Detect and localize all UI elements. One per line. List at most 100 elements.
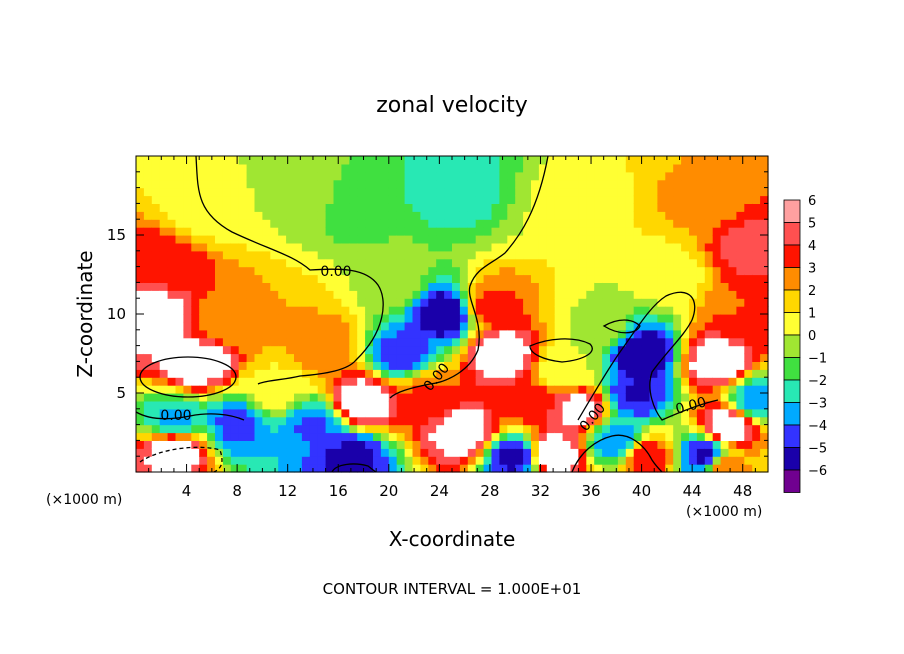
heatmap-cell	[262, 187, 271, 197]
heatmap-cell	[602, 274, 611, 283]
heatmap-cell	[657, 432, 666, 441]
heatmap-cell	[159, 329, 169, 339]
heatmap-cell	[207, 250, 216, 260]
heatmap-cell	[215, 258, 224, 268]
heatmap-cell	[136, 306, 145, 315]
heatmap-cell	[538, 163, 548, 173]
heatmap-cell	[428, 440, 437, 449]
heatmap-cell	[665, 321, 674, 331]
heatmap-cell	[570, 464, 579, 473]
heatmap-cell	[341, 298, 350, 307]
heatmap-cell	[452, 242, 461, 252]
heatmap-cell	[215, 274, 224, 283]
heatmap-cell	[467, 314, 477, 323]
heatmap-cell	[349, 353, 358, 362]
heatmap-cell	[159, 432, 169, 441]
heatmap-cell	[617, 242, 627, 252]
heatmap-cell	[278, 258, 287, 268]
heatmap-cell	[633, 464, 643, 473]
heatmap-cell	[712, 424, 722, 434]
heatmap-cell	[444, 242, 453, 252]
heatmap-cell	[681, 266, 690, 276]
heatmap-cell	[633, 211, 643, 220]
heatmap-cell	[673, 448, 682, 457]
heatmap-cell	[554, 369, 564, 378]
heatmap-cell	[586, 274, 595, 283]
heatmap-cell	[396, 195, 406, 204]
heatmap-cell	[736, 203, 745, 212]
heatmap-cell	[349, 393, 358, 402]
heatmap-cell	[491, 195, 500, 204]
x-tick-label: 36	[581, 482, 600, 500]
heatmap-cell	[483, 345, 493, 355]
heatmap-cell	[704, 416, 714, 426]
heatmap-cell	[483, 266, 493, 276]
heatmap-cell	[380, 306, 390, 315]
heatmap-cell	[760, 377, 769, 386]
heatmap-cell	[143, 242, 153, 252]
heatmap-cell	[159, 203, 169, 212]
heatmap-cell	[183, 258, 192, 268]
heatmap-cell	[499, 361, 508, 370]
heatmap-cell	[562, 219, 572, 228]
heatmap-cell	[183, 187, 192, 197]
heatmap-cell	[546, 163, 556, 173]
heatmap-cell	[349, 306, 358, 315]
heatmap-cell	[554, 219, 564, 228]
heatmap-cell	[365, 219, 374, 228]
heatmap-cell	[404, 266, 414, 276]
heatmap-cell	[143, 314, 153, 323]
heatmap-cell	[428, 361, 437, 370]
heatmap-cell	[207, 258, 216, 268]
heatmap-cell	[546, 448, 556, 457]
heatmap-cell	[752, 203, 761, 212]
heatmap-cell	[594, 393, 603, 402]
heatmap-cell	[365, 464, 374, 473]
heatmap-cell	[222, 393, 232, 402]
heatmap-cell	[380, 456, 390, 465]
heatmap-cell	[349, 385, 358, 394]
heatmap-cell	[420, 416, 429, 426]
heatmap-cell	[444, 432, 453, 441]
heatmap-cell	[136, 377, 145, 386]
heatmap-cell	[444, 329, 453, 339]
heatmap-cell	[238, 179, 248, 189]
heatmap-cell	[333, 400, 342, 410]
heatmap-cell	[736, 377, 745, 386]
heatmap-cell	[159, 211, 169, 220]
heatmap-cell	[341, 219, 350, 228]
heatmap-cell	[270, 179, 279, 189]
heatmap-cell	[420, 298, 429, 307]
heatmap-cell	[515, 266, 524, 276]
heatmap-cell	[538, 432, 548, 441]
heatmap-cell	[633, 179, 643, 189]
heatmap-cell	[720, 235, 730, 244]
heatmap-cell	[199, 258, 208, 268]
heatmap-cell	[752, 314, 761, 323]
heatmap-cell	[420, 408, 429, 418]
heatmap-cell	[151, 282, 161, 291]
heatmap-cell	[357, 195, 366, 204]
heatmap-cell	[467, 321, 477, 331]
heatmap-cell	[286, 179, 295, 189]
heatmap-cell	[230, 163, 240, 173]
heatmap-cell	[396, 353, 406, 362]
heatmap-cell	[665, 227, 674, 236]
heatmap-cell	[230, 424, 240, 434]
heatmap-cell	[736, 258, 745, 268]
heatmap-cell	[238, 393, 248, 402]
heatmap-cell	[380, 377, 390, 386]
heatmap-cell	[309, 440, 319, 449]
heatmap-cell	[752, 171, 761, 181]
heatmap-cell	[262, 203, 271, 212]
heatmap-cell	[215, 345, 224, 355]
heatmap-cell	[467, 242, 477, 252]
heatmap-cell	[689, 408, 698, 418]
heatmap-cell	[230, 258, 240, 268]
heatmap-cell	[301, 385, 311, 394]
heatmap-cell	[475, 258, 485, 268]
heatmap-cell	[246, 377, 256, 386]
heatmap-cell	[357, 290, 366, 299]
heatmap-cell	[459, 314, 469, 323]
heatmap-cell	[294, 329, 303, 339]
